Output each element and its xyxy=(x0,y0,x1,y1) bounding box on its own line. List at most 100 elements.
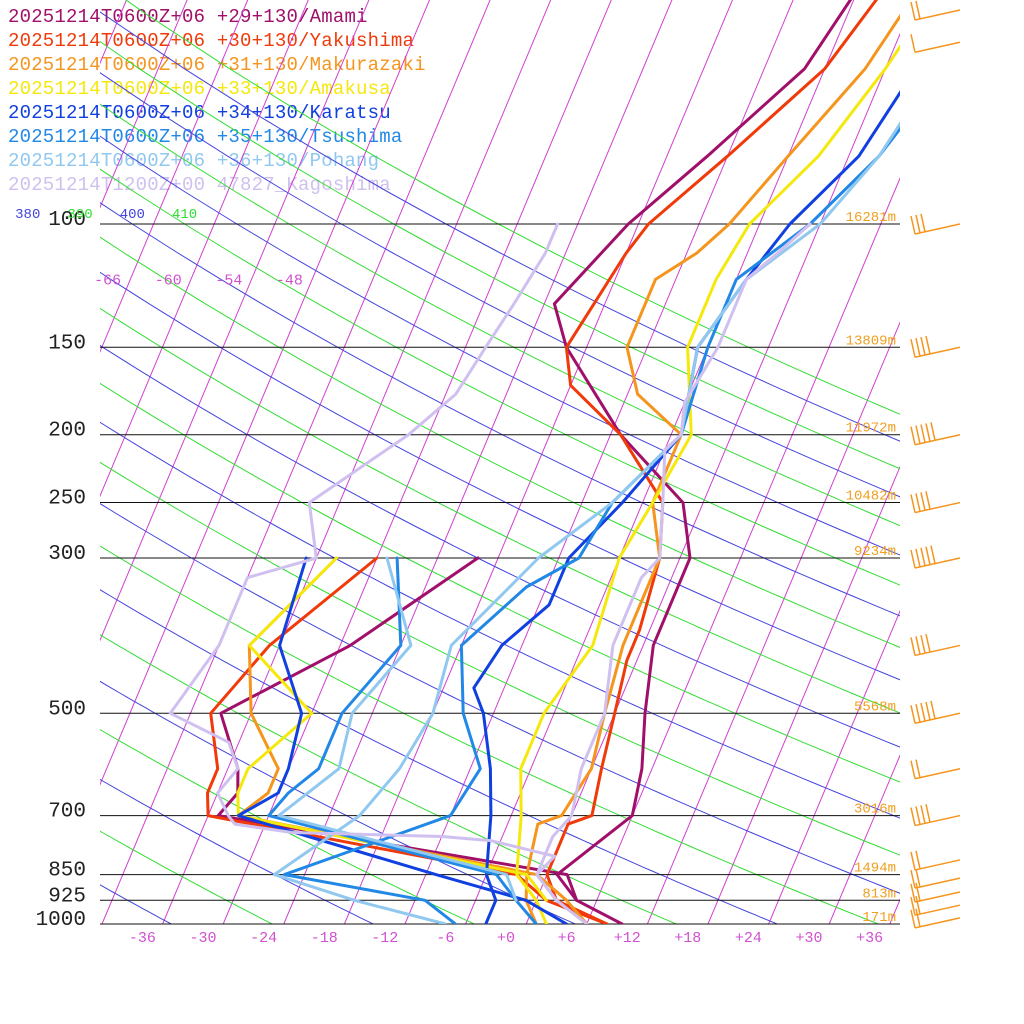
height-label: 3016m xyxy=(854,802,896,818)
wind-barb-shaft xyxy=(914,501,961,514)
dry-adiabat-line xyxy=(100,344,900,748)
wind-barb xyxy=(910,0,961,21)
wind-barb xyxy=(910,491,961,514)
wind-barb xyxy=(910,545,961,569)
sounding-traces xyxy=(168,0,900,924)
wind-barb-feather xyxy=(930,422,936,441)
wind-barb-feather xyxy=(925,633,931,653)
wind-barb-shaft xyxy=(914,891,961,903)
wind-barb-feather xyxy=(930,545,936,564)
isotherm-line xyxy=(100,0,188,209)
temperature-tick-label: +6 xyxy=(558,930,576,947)
temperature-tick-label: +30 xyxy=(795,930,822,947)
temperature-trace xyxy=(552,0,853,924)
isotherm-line xyxy=(0,0,89,924)
dewpoint-trace xyxy=(206,556,609,924)
wind-barb-feather xyxy=(925,804,931,823)
wind-barb-feather xyxy=(925,491,931,510)
temperature-tick-label: +12 xyxy=(614,930,641,947)
isotherm-label: -60 xyxy=(155,272,182,289)
wind-barb-shaft xyxy=(914,223,961,235)
wind-barb-shaft xyxy=(914,41,961,53)
dry-adiabat-line xyxy=(100,830,274,924)
wind-barb xyxy=(910,908,961,929)
isotherm-line xyxy=(586,176,900,924)
dry-adiabat-line xyxy=(100,503,900,894)
wind-barb-shaft xyxy=(914,346,961,358)
wind-barb-feather xyxy=(910,215,916,235)
height-label: 1494m xyxy=(854,861,896,877)
dry-adiabat-line xyxy=(100,884,173,924)
temperature-tick-label: +36 xyxy=(856,930,883,947)
dewpoint-trace xyxy=(236,556,589,924)
dry-adiabat-line xyxy=(100,461,900,856)
height-label: 9234m xyxy=(854,544,896,560)
wind-barb xyxy=(910,804,961,827)
theta-label: 380 xyxy=(15,207,40,223)
wind-barb-feather xyxy=(910,851,916,871)
temperature-tick-label: -18 xyxy=(311,930,338,947)
wind-barb-feather xyxy=(915,493,921,512)
legend-entry: 20251214T1200Z+00 47827_Kagoshima xyxy=(8,174,391,196)
isotherm-line xyxy=(707,465,900,924)
wind-barb-feather xyxy=(920,702,926,722)
dry-adiabat-line xyxy=(100,271,900,681)
wind-barb-shaft xyxy=(914,904,961,916)
legend-entry: 20251214T0600Z+06 +35+130/Tsushima xyxy=(8,126,403,148)
pressure-label: 850 xyxy=(48,860,86,883)
isotherm-line xyxy=(100,0,249,353)
dry-adiabat-line xyxy=(100,202,900,617)
temperature-tick-label: +18 xyxy=(674,930,701,947)
dewpoint-trace xyxy=(277,556,518,902)
isobar-grid xyxy=(100,223,900,925)
theta-label: 400 xyxy=(120,207,145,223)
wind-barb-shaft xyxy=(914,767,961,780)
isotherm-line xyxy=(100,0,370,642)
wind-barb-feather xyxy=(920,635,926,654)
wind-barb-shaft xyxy=(914,814,961,827)
wind-barb xyxy=(910,868,961,889)
legend-entry: 20251214T0600Z+06 +31+130/Makurazaki xyxy=(8,54,426,76)
wind-barb-feather xyxy=(920,547,926,566)
wind-barb xyxy=(910,213,961,235)
wind-barb-feather xyxy=(915,895,921,915)
temperature-tick-label: +24 xyxy=(735,930,762,947)
wind-barb-feather xyxy=(915,868,921,888)
wind-barb-feather xyxy=(910,705,916,724)
height-label: 5568m xyxy=(854,699,896,715)
isotherm-line xyxy=(889,898,900,924)
pressure-label: 100 xyxy=(48,209,86,232)
height-label: 13809m xyxy=(846,333,896,349)
height-label: 11972m xyxy=(846,421,896,437)
wind-barb-feather xyxy=(920,805,926,824)
dry-adiabat-line xyxy=(100,634,678,924)
wind-barb-shaft xyxy=(914,917,961,929)
legend-entry: 20251214T0600Z+06 +36+130/Pohang xyxy=(8,150,380,172)
wind-barb xyxy=(910,700,961,725)
wind-barb-feather xyxy=(915,704,921,723)
wind-barb-feather xyxy=(910,339,916,358)
dry-adiabat-line xyxy=(100,135,900,556)
wind-barb-shaft xyxy=(914,433,961,446)
wind-barb-feather xyxy=(915,548,921,568)
wind-barb-feather xyxy=(915,636,921,655)
wind-barb xyxy=(910,850,961,871)
isotherm-line xyxy=(343,0,734,924)
wind-barb-feather xyxy=(910,1,916,21)
wind-barb-shaft xyxy=(914,557,961,569)
legend-entry: 20251214T0600Z+06 +29+130/Amami xyxy=(8,6,368,28)
wind-barb-feather xyxy=(910,909,916,929)
wind-barb-feather xyxy=(925,546,931,565)
wind-barbs xyxy=(910,0,961,929)
wind-barb-feather xyxy=(930,700,936,720)
wind-barb-shaft xyxy=(914,859,961,871)
pressure-label: 150 xyxy=(48,332,86,355)
isotherm-line xyxy=(101,0,491,924)
dewpoint-trace xyxy=(168,222,589,924)
isotherm-line xyxy=(828,754,900,924)
dry-adiabat-line xyxy=(100,589,779,924)
wind-barb-feather xyxy=(910,760,916,779)
isotherm-label: -48 xyxy=(276,272,303,289)
